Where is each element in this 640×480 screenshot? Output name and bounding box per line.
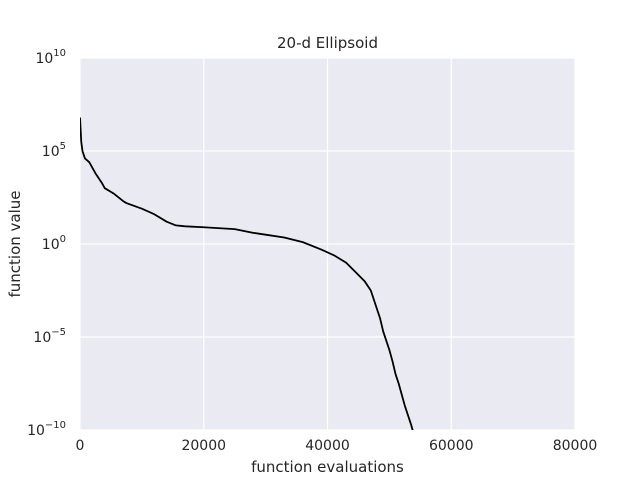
- y-tick-label: 10−5: [33, 327, 66, 346]
- series-line: [80, 117, 414, 430]
- x-tick-label: 60000: [429, 438, 474, 454]
- y-tick-label: 100: [42, 234, 66, 253]
- grid-lines: [79, 57, 576, 431]
- series-group: [80, 117, 414, 430]
- x-tick-label: 20000: [181, 438, 226, 454]
- x-tick-label: 80000: [553, 438, 598, 454]
- x-tick-label: 40000: [305, 438, 350, 454]
- y-axis-label: function value: [6, 190, 24, 297]
- y-tick-labels: 10−10 10−5 100 105 1010: [27, 48, 66, 439]
- y-tick-label: 1010: [35, 48, 66, 67]
- y-tick-label: 105: [42, 141, 66, 160]
- y-tick-label: 10−10: [27, 420, 66, 439]
- x-axis-label: function evaluations: [251, 458, 404, 476]
- x-tick-label: 0: [76, 438, 85, 454]
- x-tick-labels: 0 20000 40000 60000 80000: [76, 438, 598, 454]
- chart-title: 20-d Ellipsoid: [277, 34, 378, 52]
